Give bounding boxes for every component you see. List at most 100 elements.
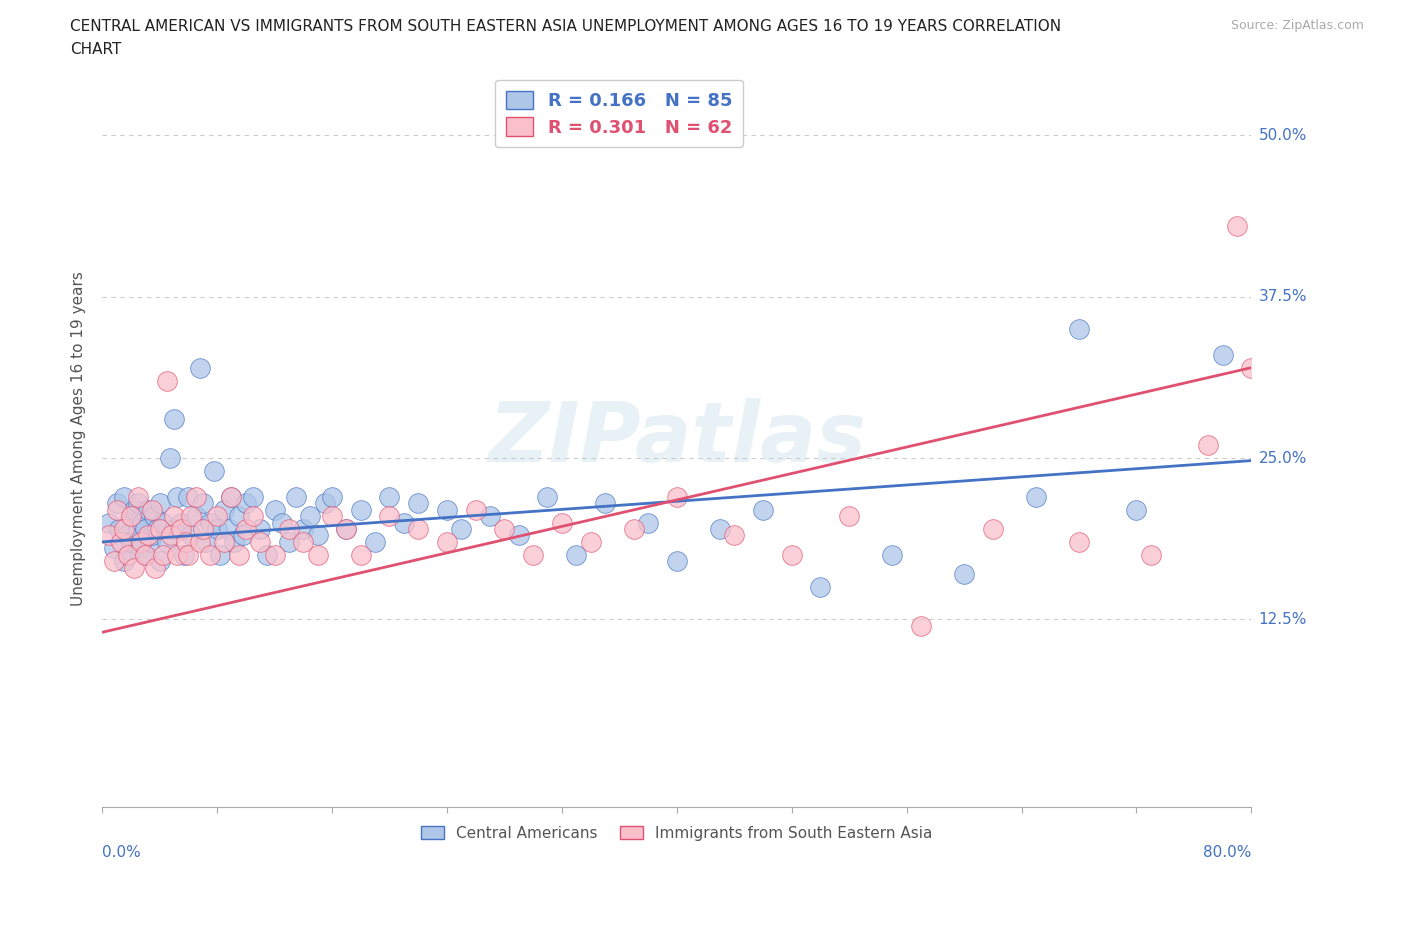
Point <box>270 515 292 530</box>
Point <box>723 528 745 543</box>
Point <box>256 548 278 563</box>
Point <box>129 541 152 556</box>
Point <box>163 412 186 427</box>
Text: 12.5%: 12.5% <box>1258 612 1308 627</box>
Point <box>292 522 315 537</box>
Point <box>910 618 932 633</box>
Text: 0.0%: 0.0% <box>103 845 141 860</box>
Point <box>194 535 217 550</box>
Point <box>593 496 616 511</box>
Point <box>120 509 142 524</box>
Point <box>522 548 544 563</box>
Point <box>780 548 803 563</box>
Point <box>105 502 128 517</box>
Point <box>285 489 308 504</box>
Point <box>141 502 163 517</box>
Point <box>307 548 329 563</box>
Point <box>392 515 415 530</box>
Point <box>450 522 472 537</box>
Point <box>228 548 250 563</box>
Point <box>103 554 125 569</box>
Point <box>665 554 688 569</box>
Point <box>364 535 387 550</box>
Point <box>108 522 131 537</box>
Point <box>136 528 159 543</box>
Point <box>1025 489 1047 504</box>
Point <box>198 548 221 563</box>
Point <box>184 489 207 504</box>
Point <box>249 522 271 537</box>
Point <box>156 373 179 388</box>
Point <box>163 509 186 524</box>
Point <box>160 528 183 543</box>
Point <box>436 502 458 517</box>
Point <box>249 535 271 550</box>
Point <box>170 522 193 537</box>
Point <box>136 502 159 517</box>
Point <box>152 515 174 530</box>
Text: CENTRAL AMERICAN VS IMMIGRANTS FROM SOUTH EASTERN ASIA UNEMPLOYMENT AMONG AGES 1: CENTRAL AMERICAN VS IMMIGRANTS FROM SOUT… <box>70 19 1062 33</box>
Point <box>406 522 429 537</box>
Point <box>235 522 257 537</box>
Point <box>117 548 139 563</box>
Point <box>1139 548 1161 563</box>
Point <box>224 535 246 550</box>
Point <box>665 489 688 504</box>
Point <box>565 548 588 563</box>
Point <box>198 515 221 530</box>
Point <box>173 548 195 563</box>
Point <box>131 515 153 530</box>
Point <box>882 548 904 563</box>
Point <box>180 509 202 524</box>
Point <box>120 535 142 550</box>
Point <box>98 515 121 530</box>
Point <box>232 528 254 543</box>
Point <box>205 522 228 537</box>
Point <box>838 509 860 524</box>
Point <box>321 489 343 504</box>
Point <box>350 548 373 563</box>
Point <box>98 528 121 543</box>
Point <box>221 489 243 504</box>
Text: Source: ZipAtlas.com: Source: ZipAtlas.com <box>1230 19 1364 32</box>
Point <box>551 515 574 530</box>
Y-axis label: Unemployment Among Ages 16 to 19 years: Unemployment Among Ages 16 to 19 years <box>72 272 86 606</box>
Point <box>152 548 174 563</box>
Point <box>1067 535 1090 550</box>
Point <box>321 509 343 524</box>
Point <box>112 522 135 537</box>
Point <box>479 509 502 524</box>
Point <box>278 522 301 537</box>
Point <box>103 541 125 556</box>
Point <box>263 548 285 563</box>
Point <box>174 535 197 550</box>
Point <box>122 560 145 575</box>
Point <box>191 522 214 537</box>
Point <box>127 489 149 504</box>
Point <box>166 489 188 504</box>
Point <box>112 554 135 569</box>
Point <box>307 528 329 543</box>
Text: 25.0%: 25.0% <box>1258 450 1308 466</box>
Point <box>188 360 211 375</box>
Point <box>122 502 145 517</box>
Point <box>292 535 315 550</box>
Point <box>177 548 200 563</box>
Point <box>149 496 172 511</box>
Point <box>810 579 832 594</box>
Point <box>350 502 373 517</box>
Point <box>134 548 156 563</box>
Point <box>335 522 357 537</box>
Point <box>180 528 202 543</box>
Point <box>115 528 138 543</box>
Point <box>112 489 135 504</box>
Point <box>579 535 602 550</box>
Point <box>1226 219 1249 233</box>
Text: 37.5%: 37.5% <box>1258 289 1308 304</box>
Point <box>314 496 336 511</box>
Point <box>752 502 775 517</box>
Point <box>129 535 152 550</box>
Point <box>166 548 188 563</box>
Point <box>208 548 231 563</box>
Point <box>464 502 486 517</box>
